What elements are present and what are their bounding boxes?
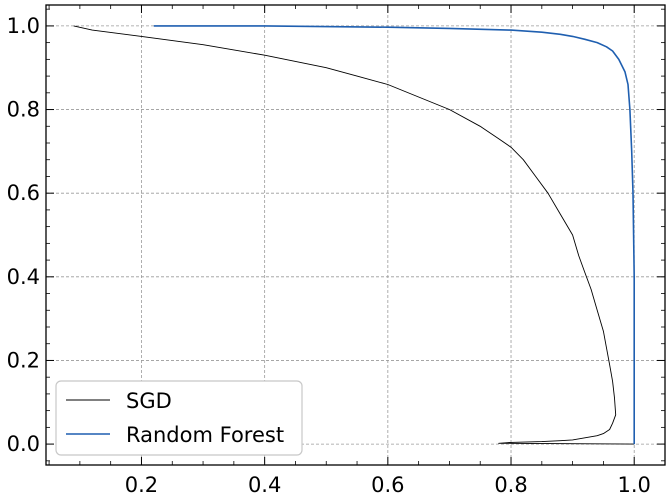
series-line-sgd (73, 25, 635, 445)
plot-frame (45, 4, 666, 466)
y-tick-label: 0.6 (7, 181, 40, 205)
y-tick-labels: 0.0 0.2 0.4 0.6 0.8 1.0 (7, 14, 40, 456)
y-tick-label: 0.4 (7, 265, 40, 289)
x-tick-label: 0.2 (125, 473, 158, 497)
x-tick-label: 0.8 (494, 473, 527, 497)
y-tick-label: 0.2 (7, 348, 40, 372)
y-tick-label: 1.0 (7, 14, 40, 38)
x-tick-label: 1.0 (618, 473, 651, 497)
x-tick-label: 0.6 (371, 473, 404, 497)
x-tick-labels: 0.2 0.4 0.6 0.8 1.0 (125, 473, 651, 497)
y-tick-label: 0.0 (7, 432, 40, 456)
y-tick-label: 0.8 (7, 98, 40, 122)
legend: SGD Random Forest (55, 380, 303, 456)
legend-label-sgd: SGD (126, 389, 172, 413)
series-line-random-forest (153, 25, 636, 445)
legend-box (55, 380, 303, 456)
series-lines (73, 25, 636, 445)
x-tick-label: 0.4 (248, 473, 281, 497)
axes-frame (45, 4, 666, 466)
legend-label-random-forest: Random Forest (126, 423, 284, 447)
